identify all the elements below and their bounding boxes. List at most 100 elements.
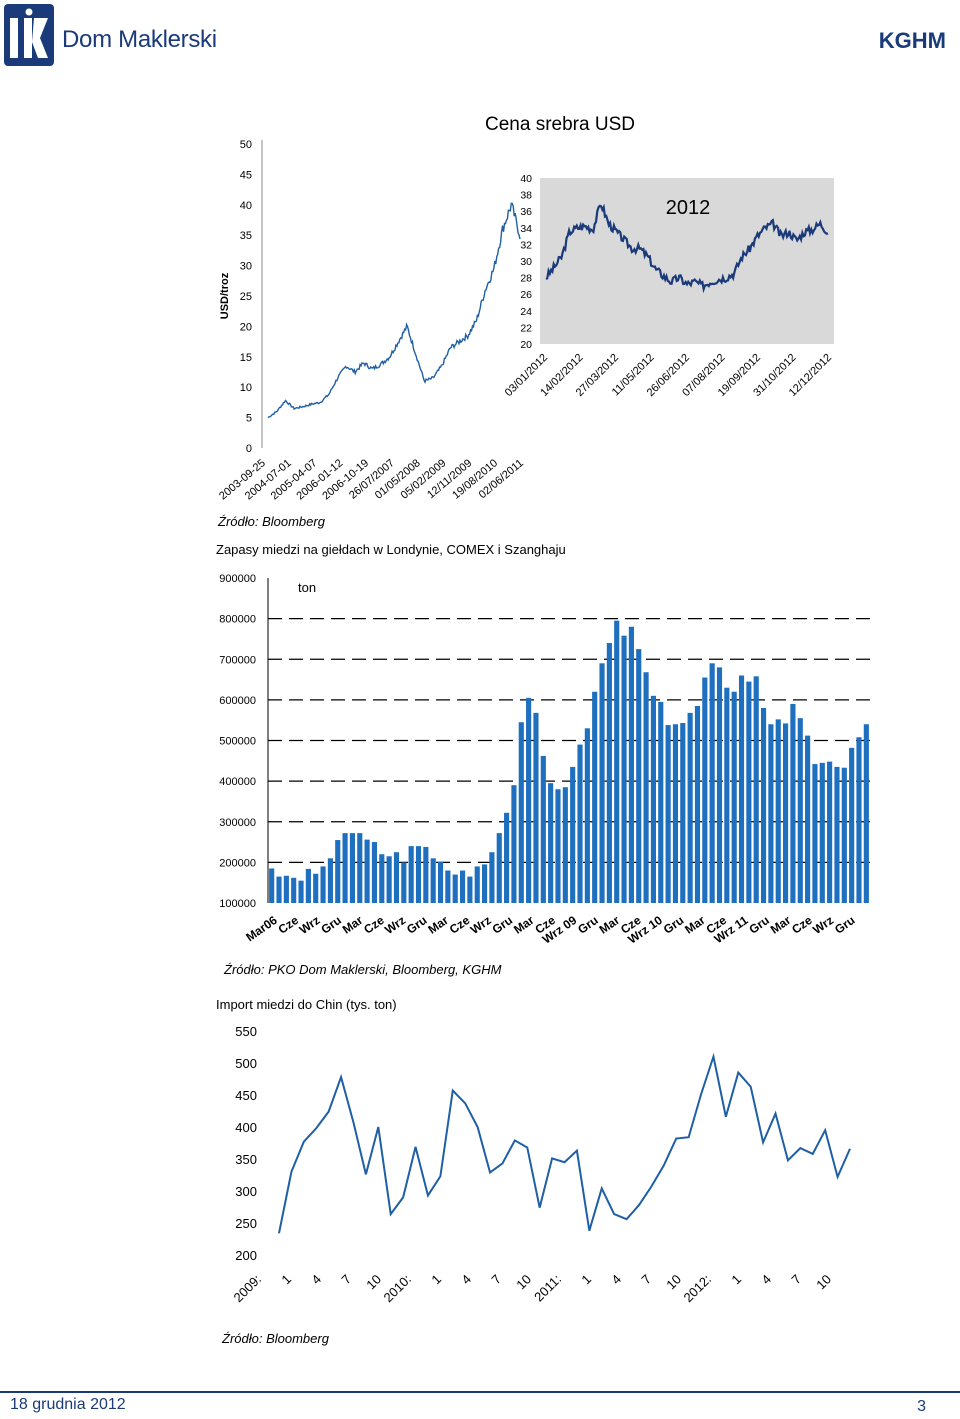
copper-bar — [672, 724, 679, 903]
copper-y-tick: 800000 — [219, 614, 256, 626]
copper-bar — [783, 723, 789, 903]
china-x-tick: 10 — [813, 1272, 834, 1293]
copper-bar — [709, 663, 715, 903]
copper-bar — [548, 783, 554, 903]
copper-bar — [577, 744, 583, 903]
copper-bar — [357, 833, 363, 903]
pko-logo-icon — [4, 4, 54, 66]
copper-bar — [452, 874, 458, 903]
footer-date: 18 grudnia 2012 — [10, 1396, 126, 1413]
china-y-tick: 200 — [235, 1248, 257, 1263]
china-x-tick: 10 — [513, 1272, 534, 1293]
copper-bar — [775, 719, 781, 903]
copper-bar — [371, 842, 378, 903]
page-number: 3 — [917, 1398, 926, 1415]
silver-y-tick: 15 — [240, 352, 252, 364]
copper-bar — [592, 691, 598, 903]
china-x-tick: 7 — [338, 1272, 354, 1288]
china-y-tick: 350 — [235, 1152, 257, 1167]
china-series-line — [278, 1052, 851, 1234]
copper-bar — [540, 755, 546, 903]
copper-bar — [834, 766, 840, 903]
copper-x-tick: Gru — [832, 913, 858, 937]
silver-y-tick: 0 — [246, 443, 252, 455]
copper-bar — [636, 649, 642, 903]
china-x-tick: 4 — [458, 1272, 474, 1288]
copper-bar — [496, 833, 502, 903]
silver-inset-y-tick: 26 — [520, 289, 532, 301]
copper-bar — [459, 870, 466, 903]
copper-bar — [305, 868, 311, 903]
copper-bar — [335, 840, 341, 903]
copper-bar — [812, 764, 818, 903]
copper-y-tick: 200000 — [219, 857, 256, 869]
copper-bar — [283, 875, 289, 903]
copper-bar — [291, 877, 297, 903]
china-y-tick: 400 — [235, 1120, 257, 1135]
copper-bar — [665, 725, 671, 903]
china-x-tick: 4 — [308, 1272, 324, 1288]
copper-source: Źródło: PKO Dom Maklerski, Bloomberg, KG… — [224, 962, 502, 977]
copper-bar — [614, 620, 620, 903]
copper-x-tick: Mar06 — [243, 913, 280, 945]
copper-bar — [621, 635, 627, 903]
copper-bar — [364, 839, 370, 903]
china-x-tick: 2010: — [381, 1272, 415, 1306]
footer-divider — [0, 1391, 960, 1393]
copper-bar — [437, 861, 444, 903]
copper-bar — [768, 724, 774, 903]
china-x-tick: 7 — [788, 1272, 804, 1288]
silver-inset-y-tick: 40 — [520, 173, 532, 185]
copper-y-tick: 400000 — [219, 776, 256, 788]
copper-bar — [408, 846, 414, 903]
copper-bar — [790, 703, 796, 903]
copper-bar — [313, 873, 319, 903]
silver-y-tick: 10 — [240, 382, 252, 394]
copper-bar — [746, 681, 752, 903]
copper-bar — [511, 785, 517, 903]
copper-bar — [401, 862, 407, 903]
china-y-tick: 500 — [235, 1056, 257, 1071]
copper-bar — [805, 735, 811, 903]
copper-unit-label: ton — [298, 580, 316, 595]
copper-bar — [269, 868, 275, 903]
china-x-tick: 7 — [638, 1272, 654, 1288]
silver-y-tick: 45 — [240, 169, 252, 181]
silver-y-tick: 35 — [240, 230, 252, 242]
silver-inset-y-tick: 32 — [520, 239, 532, 251]
china-x-tick: 7 — [488, 1272, 504, 1288]
silver-inset-y-tick: 22 — [520, 322, 532, 334]
copper-bar — [599, 663, 605, 903]
silver-inset-label: 2012 — [666, 197, 711, 219]
china-x-tick: 1 — [428, 1272, 444, 1288]
copper-bar — [445, 870, 451, 903]
copper-bar — [731, 691, 737, 903]
silver-y-label: USD/troz — [219, 272, 231, 319]
copper-bar — [320, 866, 326, 903]
china-source: Źródło: Bloomberg — [222, 1331, 329, 1346]
silver-inset-y-tick: 24 — [520, 306, 532, 318]
copper-bar — [849, 747, 855, 903]
copper-bar — [430, 858, 436, 903]
copper-bar — [386, 856, 392, 903]
copper-y-tick: 100000 — [219, 898, 256, 910]
copper-bar — [393, 852, 400, 903]
china-x-tick: 10 — [363, 1272, 384, 1293]
china-x-tick: 2011: — [531, 1272, 564, 1305]
page-header: Dom Maklerski KGHM — [0, 0, 960, 80]
copper-bar — [518, 722, 524, 903]
copper-bar — [298, 880, 304, 903]
silver-y-tick: 50 — [240, 139, 252, 151]
copper-bar — [819, 762, 825, 903]
copper-bar — [650, 695, 656, 903]
logo-text: Dom Maklerski — [62, 26, 217, 53]
copper-y-tick: 500000 — [219, 736, 256, 748]
copper-bar — [379, 854, 385, 903]
silver-inset-y-tick: 30 — [520, 256, 532, 268]
silver-inset-background — [540, 178, 834, 344]
silver-inset-y-tick: 38 — [520, 190, 532, 202]
silver-y-tick: 30 — [240, 261, 252, 273]
silver-source: Źródło: Bloomberg — [218, 514, 325, 529]
copper-bar — [467, 876, 473, 903]
copper-bar — [760, 708, 767, 903]
